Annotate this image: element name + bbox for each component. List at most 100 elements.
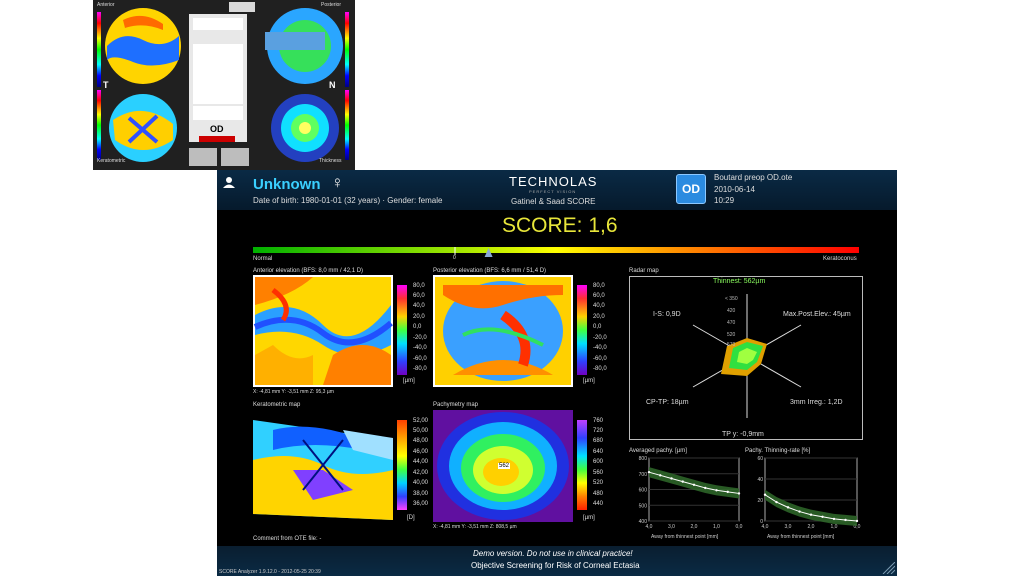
avg-pachy-data-point — [681, 480, 684, 483]
score-gauge — [253, 247, 859, 257]
pachymetry-scale-tick: 600 — [593, 459, 604, 465]
posterior-unit: [µm] — [583, 378, 595, 384]
avg-pachy-data-point — [692, 483, 696, 486]
posterior-color-scale — [577, 285, 587, 375]
avg-pachy-title: Averaged pachy. [µm] — [629, 448, 687, 454]
reference-screenshot: Anterior Posterior T N Keratometric Thic… — [93, 0, 355, 170]
pachymetry-scale-tick: 560 — [593, 470, 604, 476]
thinning-rate-ytick-label: 60 — [757, 456, 763, 462]
pachymetry-scale-tick: 680 — [593, 438, 604, 444]
avg-pachy-ytick-label: 800 — [639, 456, 648, 462]
pachymetry-scale-tick: 640 — [593, 449, 604, 455]
keratometric-unit: [D] — [407, 515, 415, 521]
authors-label: Gatinel & Saad SCORE — [511, 197, 596, 206]
posterior-scale-labels: 80,0 60,0 40,0 20,0 0,0 -20,0 -40,0 -60,… — [593, 283, 623, 373]
thinning-rate-data-point — [763, 493, 767, 496]
exam-time: 10:29 — [714, 196, 735, 205]
posterior-map-title: Posterior elevation (BFS: 6,6 mm / 51,4 … — [433, 268, 547, 274]
posterior-elevation-map[interactable] — [433, 275, 573, 387]
avg-pachy-ytick-label: 600 — [639, 488, 648, 494]
score-title: SCORE: 1,6 — [502, 214, 618, 237]
demo-warning: Demo version. Do not use in clinical pra… — [473, 549, 633, 558]
patient-name: Unknown — [253, 176, 321, 193]
anterior-scale-tick: 20,0 — [413, 314, 425, 320]
brand-logo: TECHNOLAS — [509, 174, 598, 189]
header-bar — [217, 170, 897, 210]
thumb-keratometric-label: Keratometric — [97, 158, 126, 164]
reference-screenshot-graphics — [93, 0, 355, 170]
score-analyzer-window: Unknown ♀ Date of birth: 1980-01-01 (32 … — [217, 170, 897, 576]
thumb-t-label: T — [103, 80, 109, 90]
pachymetry-unit: [µm] — [583, 515, 595, 521]
thinning-rate-data-point — [809, 513, 813, 516]
radar-axis-ticks: < 350 420 470 520 570 — [725, 296, 749, 348]
anterior-map-title: Anterior elevation (BFS: 8,0 mm / 42,1 D… — [253, 268, 364, 274]
anterior-scale-tick: 0,0 — [413, 324, 422, 330]
resize-grip-icon[interactable] — [881, 562, 895, 574]
avg-pachy-data-point — [659, 474, 662, 477]
keratometric-scale-tick: 38,00 — [413, 491, 429, 497]
thinning-rate-xtick-label: 3,0 — [785, 524, 792, 530]
radar-map-title: Radar map — [629, 268, 659, 274]
female-icon: ♀ — [331, 173, 344, 192]
thinning-rate-ytick-label: 0 — [760, 519, 763, 525]
ote-comment: Comment from OTE file: - — [253, 536, 322, 542]
radar-maxpost-label: Max.Post.Elev.: 45µm — [783, 311, 851, 318]
radar-irreg-label: 3mm Irreg.: 1,2D — [790, 399, 843, 406]
thinning-rate-data-point — [775, 500, 778, 504]
radar-tpy-label: TP y: -0,9mm — [722, 431, 764, 438]
anterior-scale-tick: -40,0 — [413, 345, 427, 351]
score-marker — [484, 248, 493, 257]
anterior-scale-tick: -80,0 — [413, 366, 427, 372]
anterior-cursor-readout: X: -4,81 mm Y: -3,51 mm Z: 95,3 µm — [253, 389, 334, 395]
pachymetry-thinnest-value: 562 — [498, 463, 511, 469]
avg-pachy-xlabel: Away from thinnest point [mm] — [651, 534, 719, 540]
radar-tick: < 350 — [725, 296, 738, 302]
avg-pachy-ytick-label: 400 — [639, 519, 648, 525]
score-right-label: Keratoconus — [823, 256, 857, 262]
avg-pachy-xtick-label: 3,0 — [668, 524, 675, 530]
radar-is-label: I-S: 0,9D — [653, 311, 681, 318]
radar-map[interactable] — [629, 276, 863, 440]
anterior-scale-tick: -20,0 — [413, 335, 427, 341]
avg-pachy-ytick-label: 700 — [639, 472, 648, 478]
pachymetry-color-scale — [577, 420, 587, 510]
eye-badge-label: OD — [682, 182, 700, 196]
keratometric-scale-tick: 50,00 — [413, 428, 429, 434]
pachymetry-scale-tick: 720 — [593, 428, 604, 434]
posterior-scale-tick: 40,0 — [593, 303, 605, 309]
avg-pachy-data-point — [704, 486, 707, 490]
keratometric-color-scale — [397, 420, 407, 510]
posterior-scale-tick: 0,0 — [593, 324, 602, 330]
version-info: SCORE Analyzer 1.9.12.0 - 2012-05-25 20:… — [219, 569, 321, 575]
thinning-rate-data-point — [786, 506, 790, 509]
keratometric-scale-tick: 36,00 — [413, 501, 429, 507]
anterior-elevation-map[interactable] — [253, 275, 393, 387]
thinning-rate-title: Pachy. Thinning-rate [%] — [745, 448, 811, 454]
keratometric-scale-tick: 48,00 — [413, 438, 429, 444]
brand-tagline: PERFECT VISION — [529, 189, 577, 194]
anterior-unit: [µm] — [403, 378, 415, 384]
keratometric-scale-tick: 40,00 — [413, 480, 429, 486]
anterior-scale-tick: 60,0 — [413, 293, 425, 299]
keratometric-scale-tick: 46,00 — [413, 449, 429, 455]
radar-tick: 570 — [727, 342, 736, 348]
thinning-rate-data-point — [832, 517, 836, 521]
thinning-rate-xtick-label: 2,0 — [808, 524, 815, 530]
thinning-rate-data-point — [821, 515, 824, 518]
posterior-scale-tick: -80,0 — [593, 366, 607, 372]
score-gradient-bar — [253, 247, 859, 253]
thumb-thickness-label: Thickness — [319, 158, 342, 164]
score-zero-label: 0 — [453, 255, 456, 261]
pachymetry-scale-tick: 480 — [593, 491, 604, 497]
thinning-rate-xtick-label: 0,0 — [854, 524, 861, 530]
score-left-label: Normal — [253, 256, 273, 262]
pachymetry-cursor-readout: X: -4,81 mm Y: -3,51 mm Z: 808,5 µm — [433, 524, 517, 530]
avg-pachy-xtick-label: 4,0 — [646, 524, 653, 530]
posterior-scale-tick: -40,0 — [593, 345, 607, 351]
radar-cptp-label: CP-TP: 18µm — [646, 399, 689, 406]
keratometric-map[interactable] — [253, 410, 393, 522]
anterior-scale-tick: -60,0 — [413, 356, 427, 362]
thinning-rate-chart[interactable]: 60 40 20 04,0 3,0 2,0 1,0 0,0 — [745, 455, 861, 535]
